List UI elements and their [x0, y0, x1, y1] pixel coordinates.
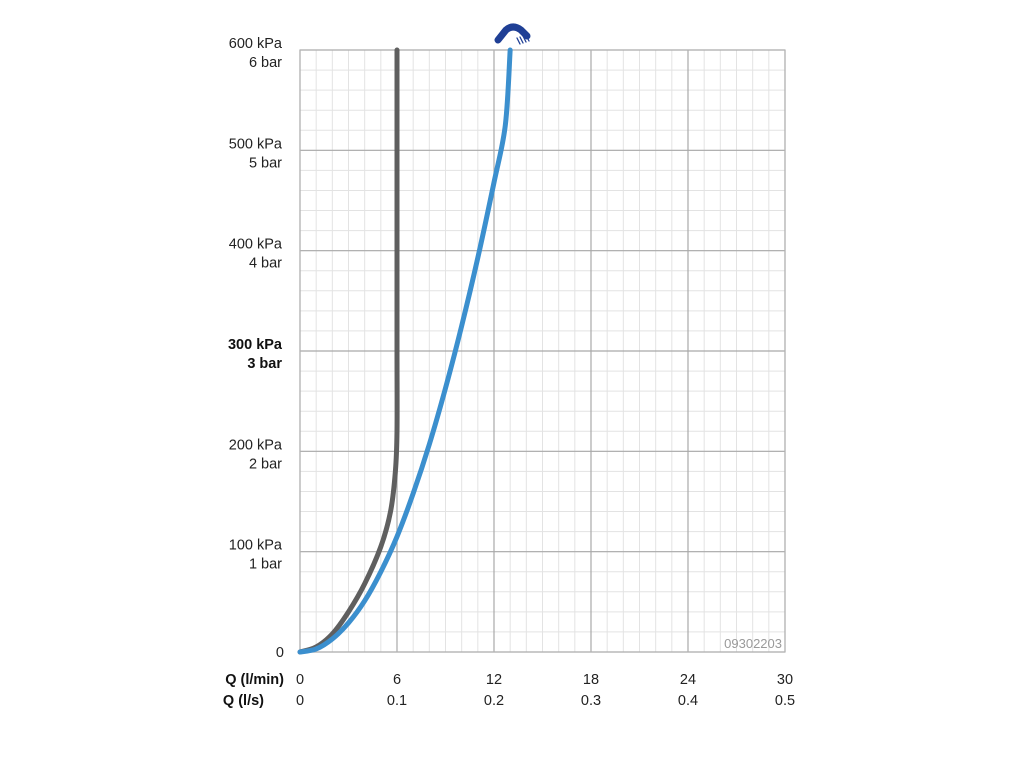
series-layer [297, 47, 513, 655]
y-axis-labels: 0 100 kPa 1 bar 200 kPa 2 bar 300 kPa 3 bar 400… [228, 36, 284, 661]
x-tick-lmin: 18 [583, 672, 599, 688]
x-tick-ls: 0.2 [484, 693, 504, 709]
y-tick-kpa: 400 kPa [229, 237, 283, 253]
x-tick-lmin: 24 [680, 672, 696, 688]
y-tick-kpa: 100 kPa [229, 538, 283, 554]
x-tick-lmin: 30 [777, 672, 793, 688]
x-axis-titles: Q (l/min) Q (l/s) [223, 672, 284, 709]
x-tick-ls: 0.5 [775, 693, 795, 709]
plot-frame [299, 49, 786, 653]
x-tick-ls: 0.4 [678, 693, 698, 709]
y-tick-kpa: 300 kPa [228, 337, 283, 353]
x-axis-labels: 0 0 6 0.1 12 0.2 18 0.3 24 0.4 30 0.5 [296, 672, 795, 709]
x-tick-ls: 0.1 [387, 693, 407, 709]
x-axis-title-ls: Q (l/s) [223, 693, 264, 709]
y-tick-bar: 2 bar [249, 456, 282, 472]
y-tick-bar: 6 bar [249, 55, 282, 71]
y-tick-label: 100 kPa 1 bar [229, 538, 283, 573]
x-tick-lmin: 0 [296, 672, 304, 688]
y-tick-bar: 3 bar [247, 356, 282, 372]
y-tick-kpa: 200 kPa [229, 437, 283, 453]
y-tick-bar: 4 bar [249, 256, 282, 272]
x-tick-ls: 0 [296, 693, 304, 709]
y-tick-label: 500 kPa 5 bar [229, 136, 283, 171]
y-tick-label: 600 kPa 6 bar [229, 36, 283, 71]
y-tick-bar: 1 bar [249, 557, 282, 573]
x-tick-lmin: 12 [486, 672, 502, 688]
y-tick-kpa: 600 kPa [229, 36, 283, 52]
series-line-2 [297, 47, 513, 655]
x-axis-title-lmin: Q (l/min) [225, 672, 284, 688]
plot-border [299, 49, 786, 653]
y-tick-bar: 5 bar [249, 155, 282, 171]
hand-shower-icon [494, 23, 531, 45]
y-tick-label: 300 kPa 3 bar [228, 337, 283, 372]
x-tick-ls: 0.3 [581, 693, 601, 709]
y-tick-kpa: 0 [276, 645, 284, 661]
y-tick-label: 0 [276, 645, 284, 661]
x-tick-lmin: 6 [393, 672, 401, 688]
y-tick-label: 200 kPa 2 bar [229, 437, 283, 472]
series-line-1 [297, 47, 400, 655]
y-tick-kpa: 500 kPa [229, 136, 283, 152]
chart-code: 09302203 [724, 636, 782, 651]
y-tick-label: 400 kPa 4 bar [229, 237, 283, 272]
